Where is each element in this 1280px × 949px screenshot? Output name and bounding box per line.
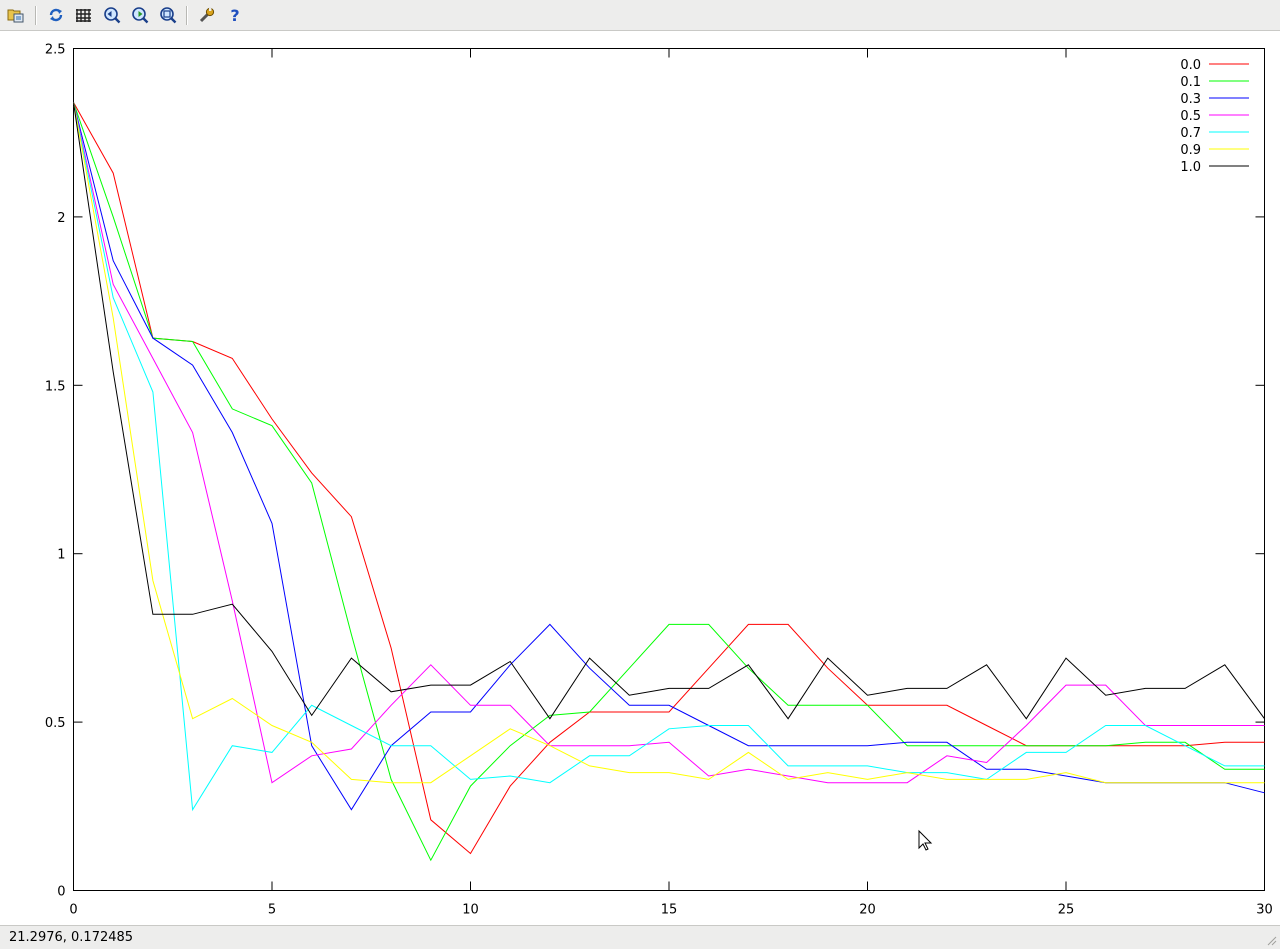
series-line-0.9 <box>73 102 1265 784</box>
toolbar-separator <box>186 6 188 25</box>
plot-area[interactable]: 0 5 10 15 20 25 30 0 0.5 1 1.5 2 2.5 0.0 0.1 0.3 0.5 0.… <box>0 32 1280 925</box>
x-tick-label: 30 <box>1256 903 1273 918</box>
coordinate-readout: 21.2976, 0.172485 <box>9 930 134 945</box>
unzoom-icon[interactable] <box>158 5 178 25</box>
legend-label: 0.7 <box>1180 126 1201 141</box>
legend-label: 0.3 <box>1180 92 1201 107</box>
series-line-0.3 <box>73 102 1265 811</box>
y-tick-label: 1 <box>57 548 65 563</box>
x-tick-label: 25 <box>1058 903 1075 918</box>
svg-text:?: ? <box>230 6 239 24</box>
series-line-0.5 <box>73 102 1265 784</box>
series-line-0.7 <box>73 102 1265 812</box>
y-tick-label: 1.5 <box>45 379 66 394</box>
legend-label: 0.0 <box>1180 58 1201 73</box>
series-line-0.1 <box>73 102 1265 862</box>
legend-label: 1.0 <box>1180 160 1201 175</box>
export-icon[interactable] <box>6 5 26 25</box>
toolbar-separator <box>35 6 37 25</box>
legend-label: 0.5 <box>1180 109 1201 124</box>
x-tick-label: 20 <box>859 903 876 918</box>
series-line-1.0 <box>73 102 1265 720</box>
y-tick-label: 0 <box>57 885 65 900</box>
x-tick-label: 5 <box>268 903 276 918</box>
y-tick-label: 0.5 <box>45 716 66 731</box>
y-tick-label: 2.5 <box>45 43 66 58</box>
chart[interactable]: 0 5 10 15 20 25 30 0 0.5 1 1.5 2 2.5 0.0 0.1 0.3 0.5 0.… <box>0 32 1280 925</box>
grid-icon[interactable] <box>74 5 94 25</box>
help-icon[interactable]: ? <box>225 5 245 25</box>
replot-icon[interactable] <box>46 5 66 25</box>
zoom-next-icon[interactable] <box>130 5 150 25</box>
toolbar: ? <box>0 0 1280 31</box>
x-tick-label: 0 <box>69 903 77 918</box>
legend-label: 0.9 <box>1180 143 1201 158</box>
mouse-cursor-icon <box>918 829 933 851</box>
legend-label: 0.1 <box>1180 75 1201 90</box>
zoom-previous-icon[interactable] <box>102 5 122 25</box>
y-tick-label: 2 <box>57 211 65 226</box>
resize-grip-icon[interactable] <box>1265 934 1277 946</box>
x-tick-label: 10 <box>462 903 479 918</box>
x-tick-label: 15 <box>661 903 678 918</box>
status-bar: 21.2976, 0.172485 <box>0 925 1280 949</box>
settings-icon[interactable] <box>197 5 217 25</box>
plot-border <box>73 48 1265 891</box>
